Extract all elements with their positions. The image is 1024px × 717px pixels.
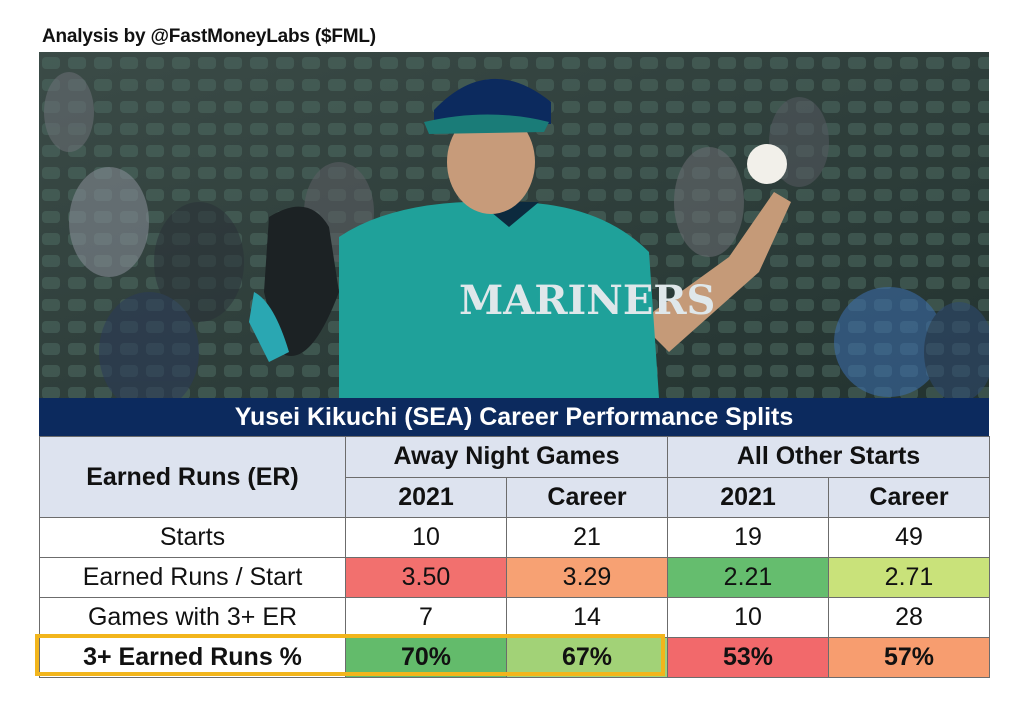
table-row: 3+ Earned Runs % 70% 67% 53% 57% [40, 638, 990, 678]
table-cell: 3.50 [346, 558, 507, 598]
subheader-career: Career [829, 477, 990, 518]
row-label: Earned Runs / Start [40, 558, 346, 598]
table-cell: 53% [668, 638, 829, 678]
table-row: Earned Runs / Start 3.50 3.29 2.21 2.71 [40, 558, 990, 598]
table-cell: 10 [346, 518, 507, 558]
table-cell: 57% [829, 638, 990, 678]
group-header-all-other: All Other Starts [668, 437, 990, 478]
analysis-credit: Analysis by @FastMoneyLabs ($FML) [42, 26, 376, 48]
subheader-career: Career [507, 477, 668, 518]
table-cell: 2.71 [829, 558, 990, 598]
jersey-wordmark: MARINERS [459, 277, 715, 324]
table-cell: 3.29 [507, 558, 668, 598]
pitcher-photo: MARINERS [39, 52, 989, 398]
row-label: 3+ Earned Runs % [40, 638, 346, 678]
group-header-row: Earned Runs (ER) Away Night Games All Ot… [40, 437, 990, 478]
table-cell: 49 [829, 518, 990, 558]
table-cell: 19 [668, 518, 829, 558]
table-cell: 70% [346, 638, 507, 678]
table-cell: 2.21 [668, 558, 829, 598]
table-cell: 21 [507, 518, 668, 558]
row-header: Earned Runs (ER) [40, 437, 346, 518]
row-label: Starts [40, 518, 346, 558]
row-label: Games with 3+ ER [40, 598, 346, 638]
table-row: Games with 3+ ER 7 14 10 28 [40, 598, 990, 638]
table-cell: 14 [507, 598, 668, 638]
group-header-away-night: Away Night Games [346, 437, 668, 478]
subheader-2021: 2021 [346, 477, 507, 518]
table-cell: 28 [829, 598, 990, 638]
table-row: Starts 10 21 19 49 [40, 518, 990, 558]
table-cell: 67% [507, 638, 668, 678]
table-cell: 7 [346, 598, 507, 638]
subheader-2021: 2021 [668, 477, 829, 518]
table-cell: 10 [668, 598, 829, 638]
table-title: Yusei Kikuchi (SEA) Career Performance S… [39, 398, 989, 436]
performance-splits-table: Earned Runs (ER) Away Night Games All Ot… [39, 436, 990, 678]
